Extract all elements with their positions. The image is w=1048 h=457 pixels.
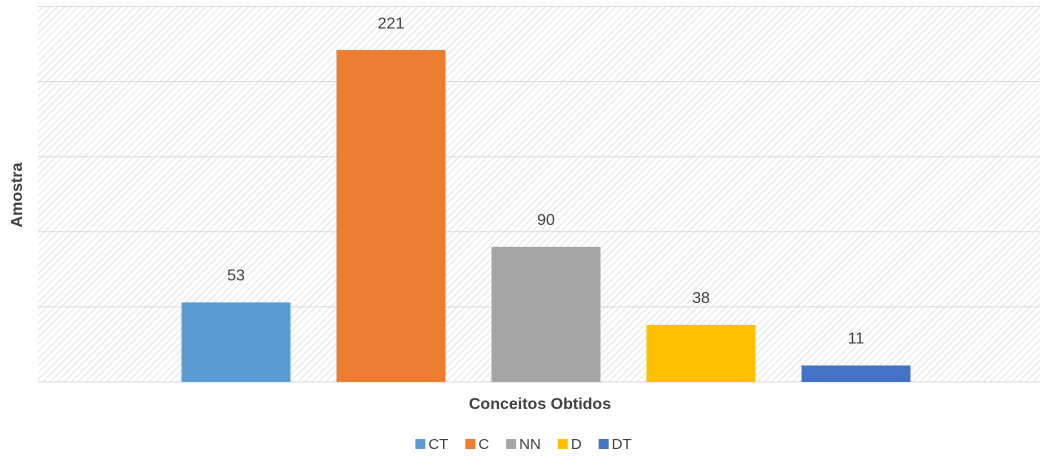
data-label: 38 <box>692 290 710 307</box>
y-axis-title: Amostra <box>9 162 26 227</box>
legend-swatch <box>598 439 609 449</box>
bar <box>491 246 601 382</box>
legend-swatch <box>557 439 568 449</box>
bar <box>181 302 291 382</box>
bar <box>801 365 911 382</box>
legend-label: CT <box>428 436 448 453</box>
legend-label: D <box>571 436 582 453</box>
legend-swatch <box>506 439 517 449</box>
bar <box>646 324 756 382</box>
bar <box>336 50 446 383</box>
legend-swatch <box>465 439 476 449</box>
legend-label: DT <box>612 436 632 453</box>
data-label: 11 <box>848 331 865 348</box>
legend-swatch <box>415 439 426 449</box>
legend-label: C <box>478 436 489 453</box>
x-axis-title: Conceitos Obtidos <box>469 396 611 413</box>
legend-label: NN <box>519 436 541 453</box>
data-label: 90 <box>537 212 555 229</box>
data-label: 53 <box>227 268 245 285</box>
data-label: 221 <box>378 15 405 32</box>
